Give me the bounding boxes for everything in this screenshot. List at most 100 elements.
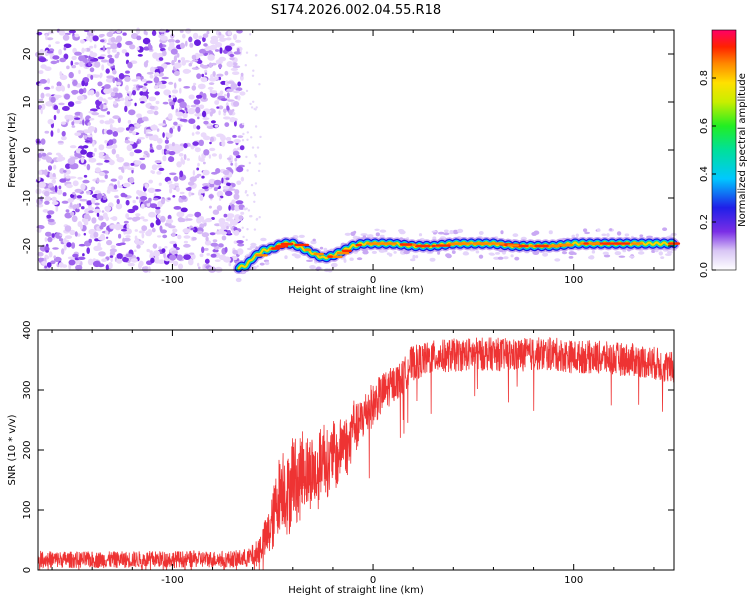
track-halo-blob (399, 230, 406, 235)
noise-blob (56, 189, 63, 195)
noise-blob (49, 176, 57, 180)
noise-blob (192, 108, 196, 111)
noise-blob (250, 183, 254, 187)
noise-blob (159, 42, 163, 49)
noise-blob (195, 131, 201, 135)
noise-blob (223, 116, 231, 120)
noise-blob (132, 131, 137, 136)
noise-blob (216, 205, 223, 211)
noise-blob (173, 55, 177, 63)
noise-blob (162, 155, 167, 162)
noise-blob (89, 52, 98, 58)
noise-blob (211, 153, 217, 157)
noise-blob (135, 76, 141, 80)
noise-blob (145, 80, 153, 84)
noise-blob (241, 139, 245, 142)
noise-blob (198, 266, 201, 270)
noise-blob (208, 205, 212, 209)
noise-blob (54, 185, 58, 193)
track-halo-blob (356, 257, 363, 261)
noise-blob (238, 215, 244, 220)
track-halo-blob (433, 232, 437, 235)
noise-blob (170, 48, 178, 55)
noise-blob (247, 209, 251, 212)
noise-blob (93, 208, 102, 214)
noise-blob (82, 179, 90, 184)
noise-blob (116, 156, 125, 163)
track-halo-blob (309, 265, 316, 270)
noise-blob (139, 91, 144, 96)
noise-blob (246, 131, 249, 134)
noise-blob (68, 259, 76, 266)
noise-blob (53, 256, 62, 263)
track-halo-blob (639, 234, 644, 237)
noise-blob (46, 214, 52, 219)
noise-blob (239, 91, 246, 96)
noise-blob (255, 54, 258, 57)
noise-blob (158, 182, 162, 186)
noise-blob (41, 245, 45, 252)
track-halo-blob (449, 230, 454, 235)
noise-blob (51, 233, 55, 238)
track-halo-blob (548, 230, 553, 235)
noise-blob (94, 167, 101, 173)
noise-blob (66, 65, 70, 70)
noise-blob (179, 191, 185, 195)
noise-blob (244, 63, 247, 67)
track-halo-blob (360, 233, 368, 237)
noise-blob (55, 152, 61, 156)
noise-blob (52, 179, 56, 184)
noise-blob (45, 93, 51, 97)
noise-blob (226, 225, 229, 230)
noise-blob (235, 155, 241, 159)
track-halo-blob (451, 250, 456, 255)
noise-blob (52, 55, 60, 60)
noise-blob (220, 134, 226, 142)
noise-blob (183, 254, 192, 260)
track-halo-blob (533, 230, 540, 235)
noise-blob (137, 54, 143, 57)
noise-blob (50, 60, 58, 65)
noise-blob (44, 130, 50, 134)
noise-blob (207, 86, 214, 90)
noise-blob (138, 262, 142, 270)
noise-blob (140, 196, 148, 201)
noise-blob (148, 96, 157, 102)
track-halo-blob (624, 233, 630, 237)
noise-blob (172, 195, 176, 198)
noise-blob (110, 43, 119, 50)
noise-blob (198, 215, 205, 222)
noise-blob (142, 218, 149, 222)
noise-blob (124, 76, 131, 82)
noise-blob (235, 87, 243, 91)
track-halo-blob (409, 258, 416, 262)
snr-x-ticks: -100 0 100 (51, 330, 655, 586)
noise-blob (138, 230, 146, 234)
noise-blob (142, 86, 147, 90)
noise-blob (121, 228, 127, 232)
noise-blob (62, 192, 67, 197)
track-halo-blob (412, 254, 416, 260)
noise-blob (107, 54, 113, 58)
noise-blob (218, 222, 225, 227)
noise-blob (131, 169, 134, 174)
noise-blob (182, 228, 191, 234)
noise-blob (127, 262, 135, 267)
noise-blob (151, 227, 156, 233)
noise-blob (106, 47, 112, 50)
noise-blob (105, 264, 109, 271)
noise-blob (200, 77, 208, 83)
track-halo-blob (667, 250, 673, 254)
noise-blob (196, 167, 200, 171)
noise-blob (108, 139, 114, 146)
noise-blob (40, 64, 47, 69)
noise-blob (199, 194, 204, 201)
noise-blob (167, 197, 171, 200)
track-halo-blob (429, 257, 436, 262)
noise-blob (222, 169, 231, 176)
noise-blob (183, 235, 191, 239)
noise-blob (89, 45, 94, 49)
noise-blob (47, 31, 55, 35)
noise-blob (76, 195, 82, 199)
noise-blob (197, 262, 200, 267)
